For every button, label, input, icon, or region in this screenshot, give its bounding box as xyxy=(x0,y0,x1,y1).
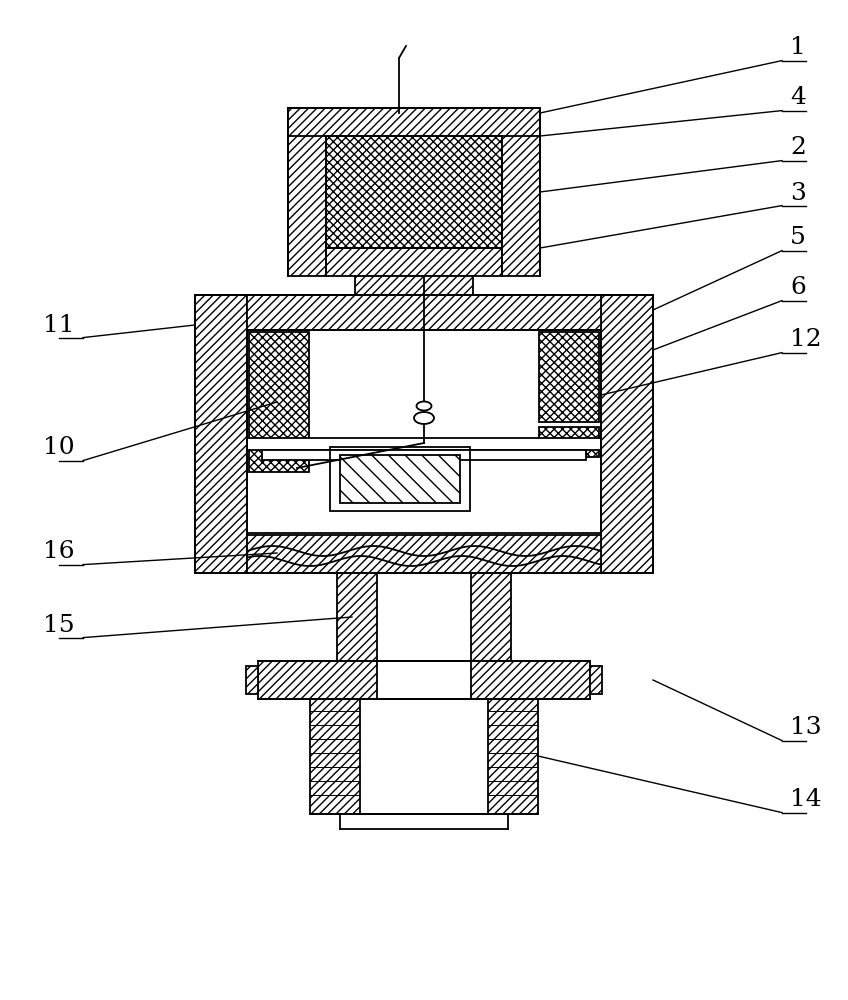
Text: 15: 15 xyxy=(43,613,75,637)
Polygon shape xyxy=(377,573,471,661)
Text: 14: 14 xyxy=(790,788,822,812)
Polygon shape xyxy=(539,427,599,457)
Text: 6: 6 xyxy=(790,276,806,300)
Text: 16: 16 xyxy=(43,540,75,564)
Polygon shape xyxy=(262,450,586,460)
Polygon shape xyxy=(195,295,247,573)
Polygon shape xyxy=(247,438,601,450)
Ellipse shape xyxy=(416,401,432,410)
Polygon shape xyxy=(326,136,502,248)
Text: 10: 10 xyxy=(43,436,75,460)
Polygon shape xyxy=(247,535,601,573)
Ellipse shape xyxy=(414,412,434,424)
Text: 13: 13 xyxy=(790,716,822,740)
Polygon shape xyxy=(337,573,511,661)
Polygon shape xyxy=(590,666,602,694)
Polygon shape xyxy=(288,108,540,136)
Text: 11: 11 xyxy=(43,314,75,336)
Polygon shape xyxy=(258,661,590,699)
Polygon shape xyxy=(340,455,460,503)
Text: 12: 12 xyxy=(790,328,822,352)
Polygon shape xyxy=(288,108,326,276)
Polygon shape xyxy=(249,332,309,472)
Polygon shape xyxy=(310,699,538,814)
Polygon shape xyxy=(601,295,653,573)
Polygon shape xyxy=(355,276,473,304)
Polygon shape xyxy=(360,699,488,814)
Polygon shape xyxy=(502,108,540,276)
Polygon shape xyxy=(377,661,471,699)
Text: 5: 5 xyxy=(790,227,806,249)
Polygon shape xyxy=(539,332,599,422)
Text: 2: 2 xyxy=(790,136,806,159)
Text: 3: 3 xyxy=(790,182,806,205)
Polygon shape xyxy=(326,248,502,276)
Polygon shape xyxy=(246,666,258,694)
Polygon shape xyxy=(247,295,601,330)
Text: 4: 4 xyxy=(790,87,806,109)
Text: 1: 1 xyxy=(790,36,806,60)
